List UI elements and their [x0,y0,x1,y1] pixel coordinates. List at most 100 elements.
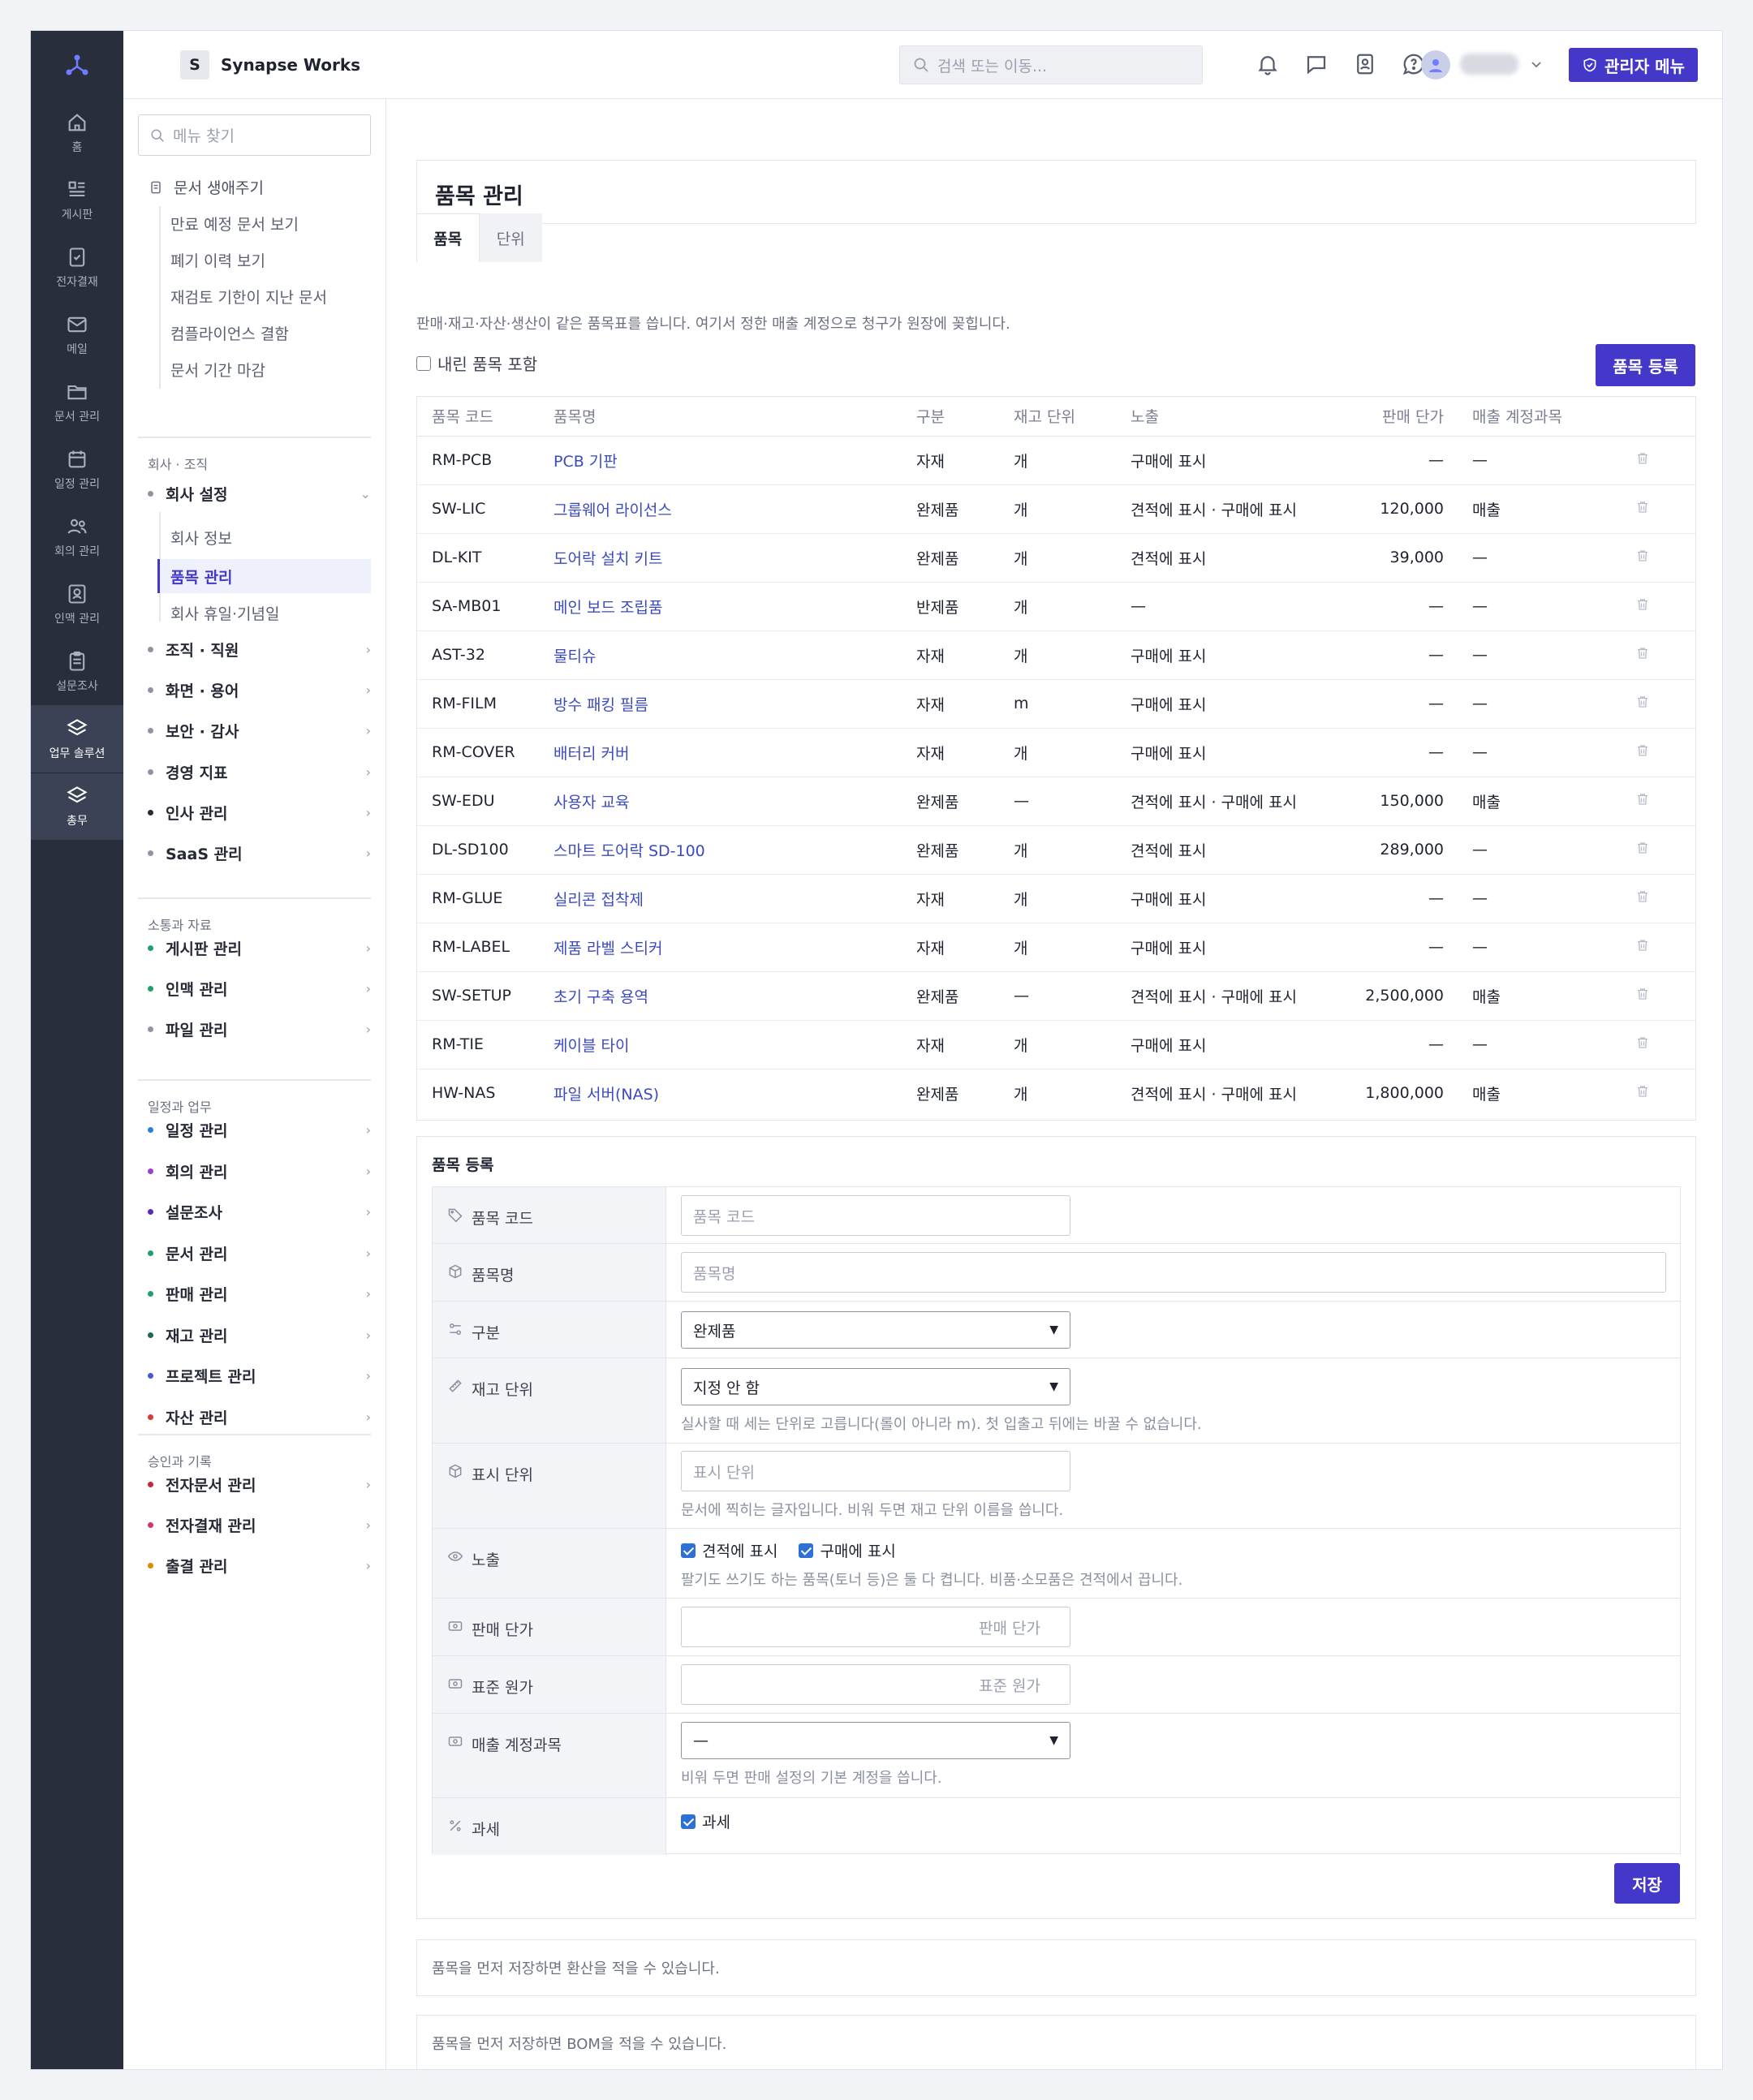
item-name-link[interactable]: PCB 기판 [553,436,916,485]
table-row[interactable]: DL-SD100 스마트 도어락 SD-100 완제품 개 견적에 표시 289,000— [417,825,1695,875]
purchase-visible-label[interactable]: 구매에 표시 [820,1543,896,1560]
item-name-link[interactable]: 파일 서버(NAS) [553,1085,660,1104]
app-logo[interactable] [31,31,123,99]
rail-item[interactable]: 총무 [31,772,123,840]
global-search-input[interactable]: 검색 또는 이동... [899,45,1203,84]
table-row[interactable]: RM-LABEL 제품 라벨 스티커 자재 개 구매에 표시 — — [417,923,1695,972]
item-name-link[interactable]: 초기 구축 용역 [553,971,916,1021]
rail-item[interactable]: 회의 관리 [31,503,123,570]
tab-items[interactable]: 품목 [416,213,480,262]
item-name-link[interactable]: 방수 패킹 필름 [553,679,916,729]
sidebar-item-lifecycle[interactable]: 폐기 이력 보기 [170,252,265,270]
sidebar-group-item[interactable]: 전자문서 관리 › [148,1474,371,1495]
sidebar-group-item[interactable]: 인맥 관리 › [148,978,371,1000]
trash-icon[interactable] [1635,695,1650,709]
tax-label[interactable]: 과세 [702,1814,730,1831]
sidebar-group-item[interactable]: 파일 관리 › [148,1018,371,1040]
tab-units[interactable]: 단위 [496,230,525,248]
rail-item[interactable]: 인맥 관리 [31,570,123,638]
sidebar-group-item[interactable]: 화면 · 용어 › [148,679,371,701]
lifecycle-header[interactable]: 문서 생애주기 [148,176,371,198]
sidebar-group-item[interactable]: 조직 · 직원 › [148,639,371,661]
trash-icon[interactable] [1635,792,1650,807]
account-select[interactable]: — ▼ [681,1722,1070,1759]
rail-item[interactable]: 홈 [31,99,123,166]
chat-icon[interactable] [1304,52,1329,76]
quote-visible-label[interactable]: 견적에 표시 [702,1543,778,1560]
item-name-link[interactable]: 메인 보드 조립품 [553,582,916,631]
col-code[interactable]: 품목 코드 [417,397,553,437]
item-name-link[interactable]: 실리콘 접착제 [553,874,916,923]
sidebar-group-item[interactable]: 회의 관리 › [148,1160,371,1182]
sidebar-item-lifecycle[interactable]: 재검토 기한이 지난 문서 [170,289,327,307]
code-input[interactable]: 품목 코드 [681,1195,1070,1236]
include-hidden-checkbox[interactable] [416,355,431,371]
rail-item[interactable]: 설문조사 [31,638,123,705]
sidebar-item-company-info[interactable]: 회사 정보 [170,530,232,548]
sidebar-item-lifecycle[interactable]: 컴플라이언스 결함 [170,325,289,343]
rail-item[interactable]: 문서 관리 [31,368,123,436]
purchase-visible-checkbox[interactable] [799,1543,814,1558]
trash-icon[interactable] [1635,743,1650,758]
sidebar-group-item[interactable]: 일정 관리 › [148,1119,371,1141]
price-input[interactable]: 판매 단가 [681,1607,1070,1647]
col-visibility[interactable]: 노출 [1131,397,1343,437]
table-row[interactable]: SA-MB01 메인 보드 조립품 반제품 개 — — — [417,582,1695,631]
table-row[interactable]: SW-SETUP 초기 구축 용역 완제품 — 견적에 표시 · 구매에 표시 2,500… [417,971,1695,1021]
trash-icon[interactable] [1635,1035,1650,1050]
user-name-blurred[interactable] [1460,54,1518,75]
table-row[interactable]: AST-32 물티슈 자재 개 구매에 표시 — — [417,630,1695,680]
trash-icon[interactable] [1635,1084,1650,1099]
sidebar-item-lifecycle[interactable]: 문서 기간 마감 [170,362,265,380]
item-name-link[interactable]: 배터리 커버 [553,728,916,777]
sidebar-group-item[interactable]: SaaS 관리 › [148,842,371,864]
table-row[interactable]: RM-GLUE 실리콘 접착제 자재 개 구매에 표시 — — [417,874,1695,923]
sidebar-item-holidays[interactable]: 회사 휴일·기념일 [170,605,280,623]
contact-book-icon[interactable] [1353,52,1377,76]
sidebar-group-item[interactable]: 보안 · 감사 › [148,720,371,742]
item-name-link[interactable]: 물티슈 [553,630,916,680]
user-avatar[interactable] [1421,50,1450,80]
col-unit[interactable]: 재고 단위 [1014,397,1131,437]
workspace-name[interactable]: Synapse Works [221,55,361,75]
kind-select[interactable]: 완제품 ▼ [681,1311,1070,1349]
sidebar-group-item[interactable]: 게시판 관리 › [148,937,371,959]
col-name[interactable]: 품목명 [553,397,916,437]
stock-unit-select[interactable]: 지정 안 함 ▼ [681,1368,1070,1405]
trash-icon[interactable] [1635,549,1650,563]
cost-input[interactable]: 표준 원가 [681,1664,1070,1705]
sidebar-group-item[interactable]: 문서 관리 › [148,1242,371,1264]
group-company-settings[interactable]: 회사 설정 ⌄ [148,483,371,505]
item-name-link[interactable]: 케이블 타이 [553,1020,916,1069]
trash-icon[interactable] [1635,500,1650,514]
chevron-down-icon[interactable] [1529,57,1544,71]
save-button[interactable]: 저장 [1614,1863,1680,1904]
trash-icon[interactable] [1635,841,1650,855]
sidebar-group-item[interactable]: 자산 관리 › [148,1406,371,1428]
rail-item[interactable]: 일정 관리 [31,436,123,503]
item-name-link[interactable]: 제품 라벨 스티커 [553,923,916,972]
sidebar-group-item[interactable]: 설문조사 › [148,1201,371,1223]
rail-item[interactable]: 전자결재 [31,234,123,301]
col-kind[interactable]: 구분 [916,397,1014,437]
item-name-link[interactable]: 사용자 교육 [553,777,916,826]
trash-icon[interactable] [1635,938,1650,953]
sidebar-group-item[interactable]: 출결 관리 › [148,1555,371,1577]
table-row[interactable]: RM-TIE 케이블 타이 자재 개 구매에 표시 — — [417,1020,1695,1069]
rail-item[interactable]: 메일 [31,301,123,368]
rail-item[interactable]: 게시판 [31,166,123,234]
sidebar-group-item[interactable]: 판매 관리 › [148,1283,371,1305]
sidebar-group-item[interactable]: 경영 지표 › [148,761,371,783]
col-account[interactable]: 매출 계정과목 [1444,397,1590,437]
trash-icon[interactable] [1635,987,1650,1001]
table-row[interactable]: SW-EDU 사용자 교육 완제품 — 견적에 표시 · 구매에 표시 150,000 매출 [417,777,1695,826]
trash-icon[interactable] [1635,597,1650,612]
workspace-badge[interactable]: S [180,50,209,80]
admin-menu-button[interactable]: 관리자 메뉴 [1569,48,1698,82]
bell-icon[interactable] [1256,52,1280,76]
name-input[interactable]: 품목명 [681,1252,1666,1293]
table-row[interactable]: HW-NAS 파일 서버(NAS) 완제품 개 견적에 표시 · 구매에 표시 1,800… [417,1069,1695,1117]
table-row[interactable]: DL-KIT 도어락 설치 키트 완제품 개 견적에 표시 39,000— [417,533,1695,583]
rail-item[interactable]: 업무 솔루션 [31,705,123,772]
sidebar-item-lifecycle[interactable]: 만료 예정 문서 보기 [170,216,299,234]
